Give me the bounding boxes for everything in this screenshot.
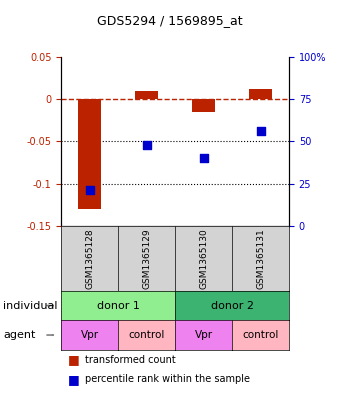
Text: GSM1365131: GSM1365131 xyxy=(256,228,265,289)
Bar xyxy=(249,89,272,99)
Text: individual: individual xyxy=(3,301,58,310)
Text: Vpr: Vpr xyxy=(194,330,212,340)
Text: percentile rank within the sample: percentile rank within the sample xyxy=(85,374,250,384)
Text: GSM1365128: GSM1365128 xyxy=(85,228,94,289)
Text: control: control xyxy=(129,330,165,340)
Point xyxy=(201,155,206,162)
Text: Vpr: Vpr xyxy=(81,330,99,340)
Text: ■: ■ xyxy=(68,373,80,386)
Bar xyxy=(192,99,215,112)
Text: ■: ■ xyxy=(68,353,80,366)
Text: GDS5294 / 1569895_at: GDS5294 / 1569895_at xyxy=(97,14,243,27)
Point xyxy=(144,142,149,148)
Bar xyxy=(135,91,158,99)
Text: control: control xyxy=(242,330,279,340)
Text: donor 2: donor 2 xyxy=(210,301,254,310)
Text: transformed count: transformed count xyxy=(85,354,176,365)
Point xyxy=(87,187,92,194)
Text: donor 1: donor 1 xyxy=(97,301,140,310)
Text: agent: agent xyxy=(3,330,36,340)
Point xyxy=(258,128,263,134)
Bar xyxy=(78,99,101,209)
Text: GSM1365129: GSM1365129 xyxy=(142,228,151,289)
Text: GSM1365130: GSM1365130 xyxy=(199,228,208,289)
